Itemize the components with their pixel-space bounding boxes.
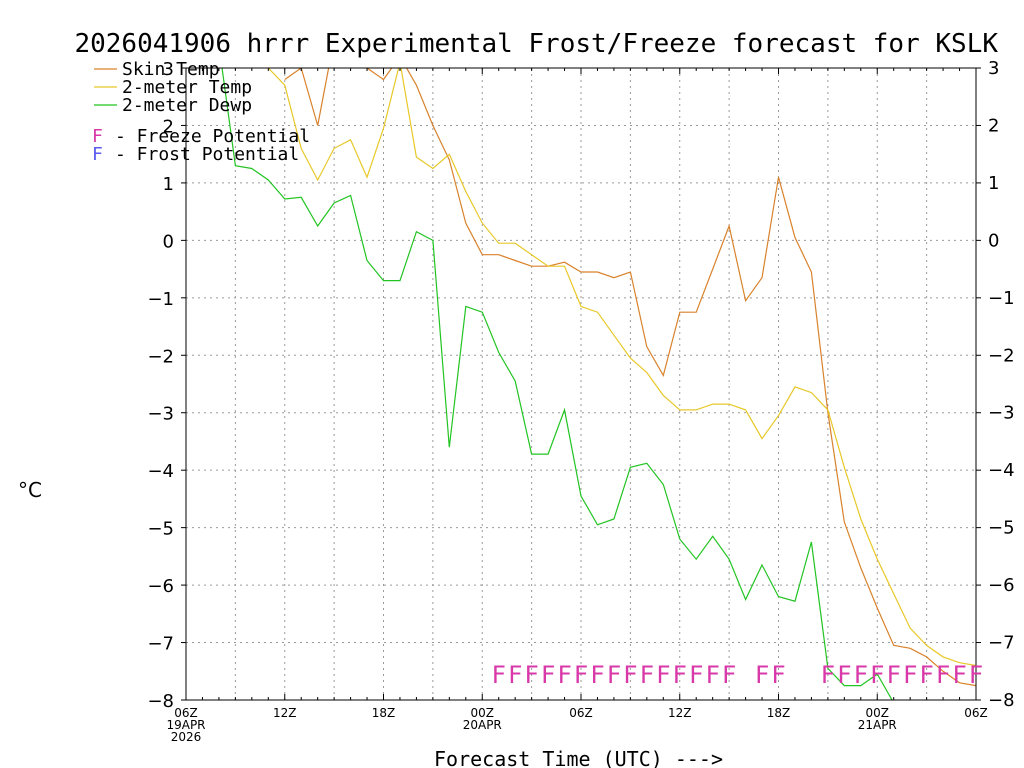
- y-tick-label-left: 0: [163, 231, 174, 252]
- freeze-flag: F: [936, 661, 950, 689]
- x-tick-label: 18Z: [372, 706, 396, 720]
- freeze-flag: F: [590, 661, 604, 689]
- x-tick-label: 18Z: [767, 706, 791, 720]
- legend-label: Skin Temp: [122, 59, 220, 80]
- chart-title: 2026041906 hrrr Experimental Frost/Freez…: [74, 29, 998, 59]
- legend-entry: 2-meter Temp: [94, 77, 252, 98]
- x-axis-label: Forecast Time (UTC) --->: [434, 747, 723, 768]
- freeze-flag: F: [656, 661, 670, 689]
- x-tick-label: 19APR: [166, 718, 205, 732]
- y-tick-label-right: 2: [988, 115, 999, 136]
- freeze-flag: F: [771, 661, 785, 689]
- y-tick-label-right: −5: [988, 518, 1015, 539]
- freeze-flag: F: [870, 661, 884, 689]
- y-tick-label-left: −8: [147, 691, 174, 712]
- y-tick-label-left: 1: [163, 174, 174, 195]
- freeze-flag: F: [508, 661, 522, 689]
- grid-lines: [186, 68, 976, 700]
- freeze-flag: F: [673, 661, 687, 689]
- legend-label: - Freeze Potential: [115, 126, 310, 147]
- freeze-flag: F: [755, 661, 769, 689]
- x-tick-label: 20APR: [463, 718, 502, 732]
- y-tick-label-right: −7: [988, 633, 1015, 654]
- freeze-flag: F: [886, 661, 900, 689]
- plot-frame: [185, 67, 977, 701]
- legend-entry: 2-meter Dewp: [94, 95, 252, 116]
- y-tick-label-right: −1: [988, 288, 1015, 309]
- series-lines: [221, 68, 976, 700]
- series-line-skin-temp: [284, 68, 976, 687]
- freeze-flag: F: [919, 661, 933, 689]
- legend-label: 2-meter Temp: [122, 77, 252, 98]
- x-tick-label: 21APR: [858, 718, 897, 732]
- freeze-flag: F: [557, 661, 571, 689]
- freeze-flag: F: [854, 661, 868, 689]
- axis-ticks: 3 3 2 2 1 1 0 0 −1 −1 −2 −2 −3 −3 −4 −4 −5 −5 −6 −6 −7 −7 −8 −8…: [147, 58, 1014, 744]
- y-tick-label-left: −6: [147, 576, 174, 597]
- x-tick-label: 06Z: [964, 706, 988, 720]
- freeze-flag: F: [623, 661, 637, 689]
- x-tick-label: 00Z: [471, 706, 495, 720]
- y-tick-label-left: −5: [147, 519, 174, 540]
- freeze-flag: F: [689, 661, 703, 689]
- series-line-2-meter-temp: [266, 68, 976, 667]
- y-tick-label-left: 3: [163, 59, 174, 80]
- legend-entry: Skin Temp: [94, 59, 220, 80]
- legend-entry: F - Frost Potential: [92, 144, 299, 165]
- y-tick-label-right: 1: [988, 173, 999, 194]
- y-tick-label-left: −3: [147, 404, 174, 425]
- legend-entry: F - Freeze Potential: [92, 126, 310, 147]
- y-tick-label-right: −2: [988, 345, 1015, 366]
- x-tick-label: 06Z: [569, 706, 593, 720]
- y-tick-label-right: −3: [988, 403, 1015, 424]
- series-line-2-meter-dewp: [221, 68, 893, 700]
- legend-swatch: F: [92, 126, 103, 147]
- y-tick-label-left: 2: [163, 116, 174, 137]
- freeze-flag: F: [574, 661, 588, 689]
- freeze-flag: F: [821, 661, 835, 689]
- x-tick-label: 2026: [171, 730, 202, 744]
- legend-label: - Frost Potential: [115, 144, 299, 165]
- y-tick-label-right: −4: [988, 460, 1015, 481]
- y-tick-label-left: −2: [147, 346, 174, 367]
- legend-label: 2-meter Dewp: [122, 95, 252, 116]
- freeze-flag: F: [952, 661, 966, 689]
- freeze-flag: F: [524, 661, 538, 689]
- y-tick-label-right: −8: [988, 690, 1015, 711]
- y-tick-label-left: −7: [147, 634, 174, 655]
- x-tick-label: 12Z: [273, 706, 297, 720]
- y-tick-label-left: −4: [147, 461, 174, 482]
- freeze-flag: F: [640, 661, 654, 689]
- y-tick-label-left: −1: [147, 289, 174, 310]
- freeze-flag: F: [969, 661, 983, 689]
- y-tick-label-right: −6: [988, 575, 1015, 596]
- x-tick-label: 12Z: [668, 706, 692, 720]
- y-axis-label: °C: [18, 478, 42, 502]
- y-tick-label-right: 3: [988, 58, 999, 79]
- x-tick-label: 06Z: [174, 706, 198, 720]
- freeze-flag: F: [491, 661, 505, 689]
- freeze-flag: F: [541, 661, 555, 689]
- freeze-flag: F: [607, 661, 621, 689]
- freeze-flag: F: [705, 661, 719, 689]
- legend-swatch: F: [92, 144, 103, 165]
- y-tick-label-right: 0: [988, 230, 999, 251]
- freeze-flag: F: [722, 661, 736, 689]
- x-tick-label: 00Z: [866, 706, 890, 720]
- freeze-flag: F: [903, 661, 917, 689]
- freeze-flag: F: [837, 661, 851, 689]
